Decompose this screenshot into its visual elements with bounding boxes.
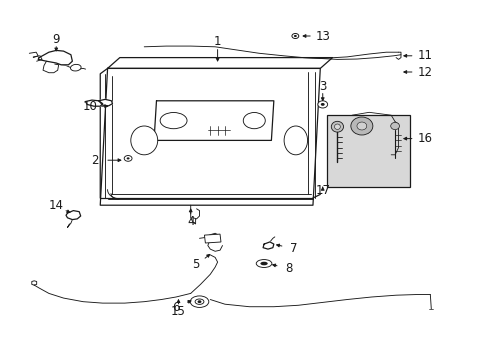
Text: 15: 15: [171, 305, 185, 318]
Ellipse shape: [190, 296, 208, 307]
Text: 11: 11: [417, 49, 432, 62]
Ellipse shape: [334, 124, 340, 129]
Circle shape: [320, 103, 324, 106]
Text: 14: 14: [49, 199, 63, 212]
Circle shape: [293, 35, 296, 37]
Text: 10: 10: [83, 100, 98, 113]
Polygon shape: [263, 242, 273, 249]
Polygon shape: [66, 211, 81, 220]
Text: 5: 5: [191, 258, 199, 271]
Polygon shape: [107, 58, 332, 68]
Text: 1: 1: [213, 35, 221, 48]
Ellipse shape: [256, 260, 271, 267]
Text: 4: 4: [186, 215, 194, 228]
Circle shape: [317, 101, 327, 108]
Ellipse shape: [356, 122, 366, 130]
Ellipse shape: [330, 121, 343, 132]
Polygon shape: [154, 101, 273, 140]
Polygon shape: [38, 50, 72, 65]
Text: 16: 16: [417, 132, 432, 145]
Circle shape: [291, 33, 298, 39]
Circle shape: [126, 157, 129, 159]
Text: 12: 12: [417, 66, 432, 78]
Ellipse shape: [390, 122, 399, 130]
Circle shape: [197, 300, 201, 303]
Text: 7: 7: [289, 242, 297, 255]
Text: 13: 13: [315, 30, 329, 42]
Bar: [204, 234, 221, 243]
Text: 3: 3: [318, 80, 326, 93]
Ellipse shape: [195, 299, 203, 305]
Text: 9: 9: [52, 33, 60, 46]
Ellipse shape: [350, 117, 372, 135]
Ellipse shape: [130, 126, 157, 155]
Ellipse shape: [260, 262, 267, 265]
Ellipse shape: [284, 126, 307, 155]
Polygon shape: [99, 99, 112, 106]
Text: 17: 17: [315, 184, 329, 197]
Polygon shape: [85, 100, 102, 106]
FancyBboxPatch shape: [326, 115, 409, 187]
Polygon shape: [100, 68, 320, 205]
Ellipse shape: [243, 112, 264, 129]
Circle shape: [124, 156, 132, 161]
Text: 2: 2: [91, 154, 99, 167]
Text: 6: 6: [172, 301, 180, 314]
Ellipse shape: [160, 112, 186, 129]
Text: 8: 8: [284, 262, 292, 275]
Ellipse shape: [70, 64, 81, 71]
